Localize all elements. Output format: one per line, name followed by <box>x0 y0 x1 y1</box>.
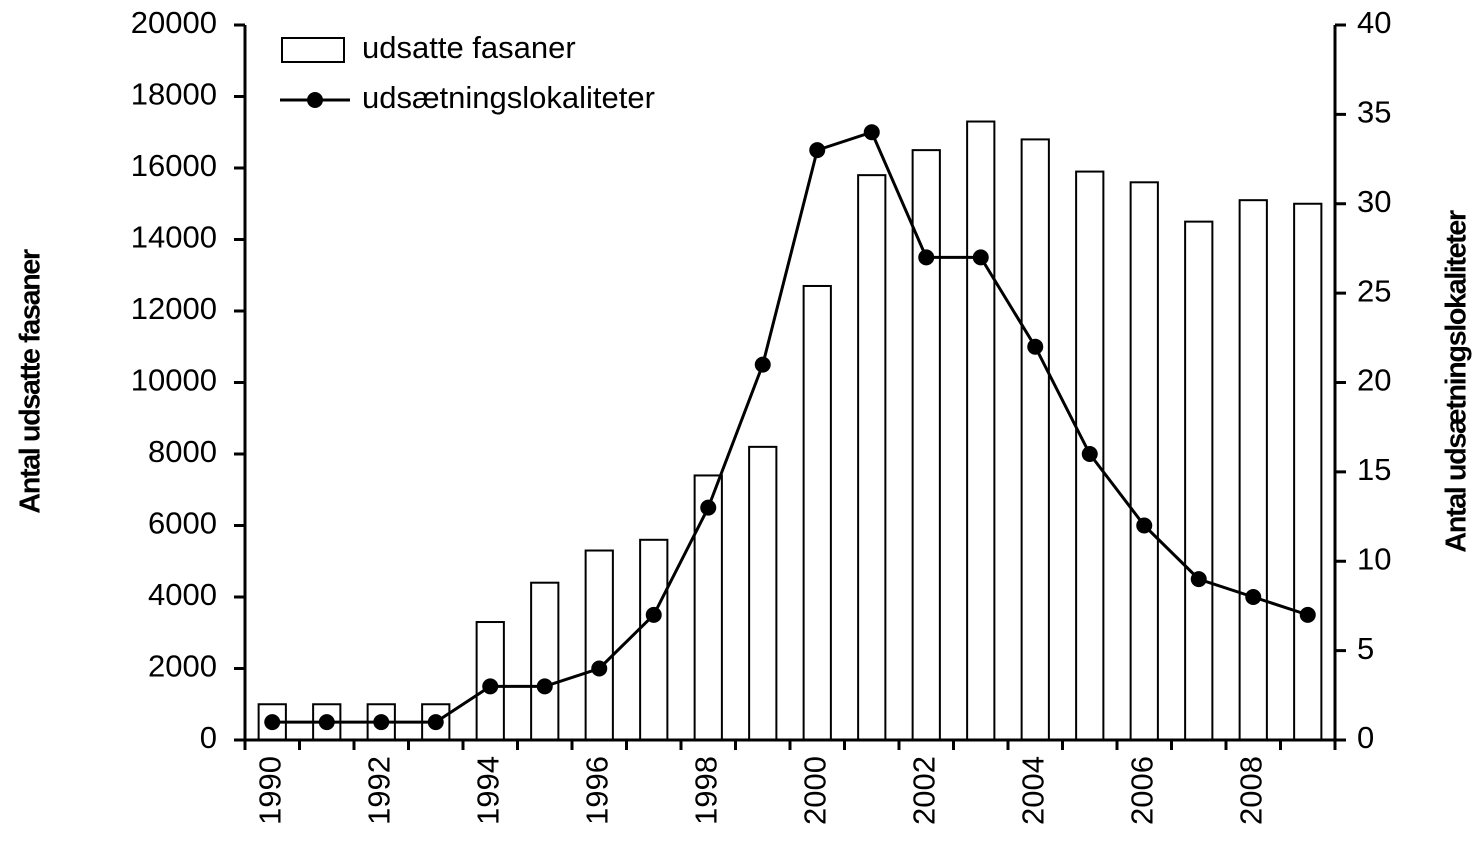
y2-tick-label: 35 <box>1357 95 1391 130</box>
marker <box>373 714 390 731</box>
bar <box>1129 181 1159 742</box>
y2-tick-label: 15 <box>1357 452 1391 487</box>
x-tick-label: 1990 <box>252 756 287 825</box>
marker <box>318 714 335 731</box>
marker <box>645 606 662 623</box>
marker <box>809 142 826 159</box>
y2-tick-label: 30 <box>1357 184 1391 219</box>
marker <box>1081 446 1098 462</box>
axes <box>243 25 1337 742</box>
x-tick-label: 2006 <box>1124 756 1159 825</box>
bar <box>1184 220 1214 741</box>
bar <box>639 538 669 741</box>
y-tick-label: 16000 <box>131 148 217 183</box>
marker <box>1027 338 1044 355</box>
marker <box>754 356 771 373</box>
y-tick-label: 6000 <box>148 506 217 541</box>
y2-tick-label: 25 <box>1357 273 1391 308</box>
y-axis-label: Antal udsatte fasaner <box>15 249 47 514</box>
marker <box>863 124 880 141</box>
x-tick-label: 1992 <box>361 756 396 825</box>
marker <box>427 714 444 731</box>
bar <box>966 120 996 741</box>
y2-tick-label: 40 <box>1357 5 1391 40</box>
bar <box>1020 138 1050 741</box>
bar <box>802 284 832 741</box>
line <box>272 130 1309 724</box>
legend-label: udsatte fasaner <box>362 30 576 65</box>
marker <box>264 714 281 731</box>
y-tick-label: 2000 <box>148 649 217 684</box>
marker <box>918 249 935 266</box>
marker <box>1136 517 1153 534</box>
bar <box>748 445 778 741</box>
y-tick-label: 0 <box>200 720 217 755</box>
y2-axis-label: Antal udsætningslokaliteter <box>1441 210 1473 553</box>
marker <box>972 249 989 266</box>
x-tick-label: 1998 <box>688 756 723 825</box>
y-tick-label: 4000 <box>148 577 217 612</box>
legend-marker <box>307 92 323 108</box>
bar <box>530 581 560 742</box>
y-tick-label: 20000 <box>131 5 217 40</box>
marker <box>482 678 499 695</box>
marker <box>1299 606 1316 623</box>
y2-tick-label: 10 <box>1357 541 1391 576</box>
marker <box>536 678 553 695</box>
y-tick-label: 14000 <box>131 220 217 255</box>
x-tick-label: 1996 <box>579 756 614 825</box>
x-tick-label: 2002 <box>906 756 941 825</box>
bar <box>857 174 887 741</box>
bar <box>1293 202 1323 741</box>
y2-tick-label: 20 <box>1357 363 1391 398</box>
x-tick-label: 1994 <box>470 756 505 825</box>
marker <box>591 660 608 677</box>
bar <box>1238 199 1268 742</box>
y-tick-label: 12000 <box>131 291 217 326</box>
marker <box>700 499 717 516</box>
x-tick-label: 2004 <box>1015 756 1050 825</box>
marker <box>1190 571 1207 588</box>
bar <box>584 549 614 742</box>
y2-tick-label: 5 <box>1357 631 1374 666</box>
y-tick-label: 10000 <box>131 363 217 398</box>
y-tick-label: 8000 <box>148 434 217 469</box>
marker <box>1245 589 1262 605</box>
x-tick-label: 2000 <box>797 756 832 825</box>
legend-swatch <box>281 37 345 63</box>
x-tick-label: 2008 <box>1233 756 1268 825</box>
bar <box>693 474 723 741</box>
y-tick-label: 18000 <box>131 77 217 112</box>
legend-label: udsætningslokaliteter <box>362 80 655 115</box>
y2-tick-label: 0 <box>1357 720 1374 755</box>
